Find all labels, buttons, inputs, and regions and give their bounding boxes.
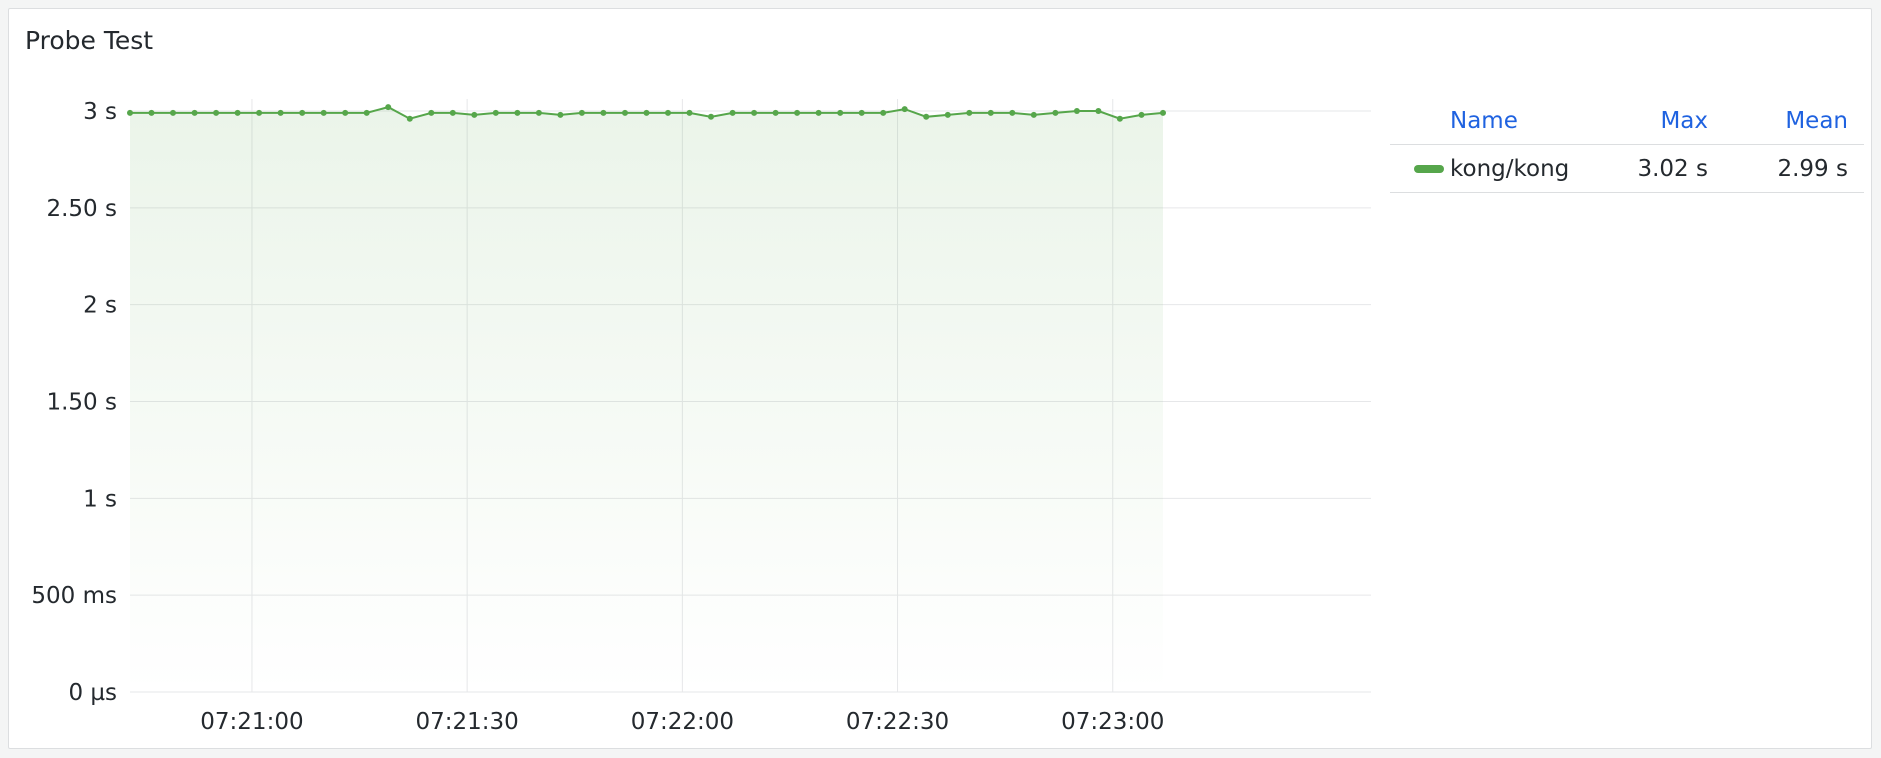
legend-header-swatch xyxy=(1390,97,1450,145)
data-point xyxy=(191,109,198,116)
data-point xyxy=(406,115,413,122)
data-point xyxy=(987,109,994,116)
y-tick-label: 500 ms xyxy=(31,583,117,609)
data-point xyxy=(363,109,370,116)
x-tick-label: 07:23:00 xyxy=(1061,709,1164,735)
legend-series-name[interactable]: kong/kong xyxy=(1450,144,1588,193)
legend-header-name[interactable]: Name xyxy=(1450,97,1588,145)
data-point xyxy=(557,111,564,118)
data-point xyxy=(1009,109,1016,116)
y-tick-label: 3 s xyxy=(83,99,117,125)
data-point xyxy=(772,109,779,116)
series-points xyxy=(127,104,1166,122)
data-point xyxy=(751,109,758,116)
data-point xyxy=(622,109,628,116)
data-point xyxy=(1030,111,1037,118)
data-point xyxy=(794,109,801,116)
legend-series-max: 3.02 s xyxy=(1588,144,1708,193)
data-point xyxy=(923,113,930,120)
x-tick-label: 07:22:30 xyxy=(846,709,949,735)
data-point xyxy=(729,109,736,116)
data-point xyxy=(578,109,585,116)
data-point xyxy=(148,109,155,116)
y-tick-label: 2 s xyxy=(83,293,117,319)
data-point xyxy=(1073,108,1080,114)
data-point xyxy=(1095,108,1102,114)
x-axis-labels: 07:21:00 07:21:30 07:22:00 07:22:30 07:23:00 xyxy=(200,709,1164,735)
y-tick-label: 1 s xyxy=(83,486,117,512)
legend-series-mean: 2.99 s xyxy=(1708,144,1864,193)
legend-table: Name Max Mean kong/kong 3.02 s 2.99 s xyxy=(1390,97,1864,193)
x-tick-label: 07:21:30 xyxy=(415,709,518,735)
data-point xyxy=(127,109,133,116)
data-point xyxy=(256,109,263,116)
data-point xyxy=(686,109,693,116)
data-point xyxy=(535,109,542,116)
data-point xyxy=(471,111,478,118)
legend-row[interactable]: kong/kong 3.02 s 2.99 s xyxy=(1390,144,1864,193)
data-point xyxy=(966,109,973,116)
data-point xyxy=(277,109,284,116)
legend-header-row: Name Max Mean xyxy=(1390,97,1864,145)
data-point xyxy=(170,109,176,116)
data-point xyxy=(837,109,844,116)
panel-title: Probe Test xyxy=(25,26,154,55)
data-point xyxy=(299,109,306,116)
data-point xyxy=(514,109,521,116)
legend-header-max[interactable]: Max xyxy=(1588,97,1708,145)
probe-test-chart: 0 µs 500 ms 1 s 1.50 s 2 s 2.50 s 3 s 07:21:00… xyxy=(31,99,1371,735)
data-point xyxy=(428,109,435,116)
data-point xyxy=(815,109,822,116)
data-point xyxy=(901,106,908,113)
data-point xyxy=(213,109,220,116)
x-tick-label: 07:22:00 xyxy=(631,709,734,735)
series-color-swatch xyxy=(1414,165,1444,173)
data-point xyxy=(1052,109,1059,116)
data-point xyxy=(1116,115,1123,122)
series-area-fill xyxy=(130,107,1163,693)
y-tick-label: 1.50 s xyxy=(46,390,117,416)
data-point xyxy=(944,111,951,118)
data-point xyxy=(665,109,671,116)
data-point xyxy=(320,109,327,116)
data-point xyxy=(385,104,392,111)
series-area xyxy=(130,107,1163,693)
legend-header-mean[interactable]: Mean xyxy=(1708,97,1864,145)
data-point xyxy=(1138,111,1145,118)
data-point xyxy=(234,109,241,116)
data-point xyxy=(708,113,714,120)
panel: Probe Test 0 µs 500 ms 1 s 1.50 s 2 s 2.50 s 3… xyxy=(8,8,1872,749)
x-tick-label: 07:21:00 xyxy=(200,709,303,735)
data-point xyxy=(1160,109,1166,116)
data-point xyxy=(858,109,865,116)
data-point xyxy=(643,109,650,116)
data-point xyxy=(342,109,349,116)
data-point xyxy=(600,109,607,116)
data-point xyxy=(492,109,499,116)
data-point xyxy=(880,109,887,116)
legend: Name Max Mean kong/kong 3.02 s 2.99 s xyxy=(1390,97,1864,193)
y-tick-label: 2.50 s xyxy=(46,196,117,222)
legend-swatch-cell xyxy=(1390,144,1450,193)
y-axis-labels: 0 µs 500 ms 1 s 1.50 s 2 s 2.50 s 3 s xyxy=(31,99,117,706)
data-point xyxy=(449,109,456,116)
y-tick-label: 0 µs xyxy=(68,680,117,706)
